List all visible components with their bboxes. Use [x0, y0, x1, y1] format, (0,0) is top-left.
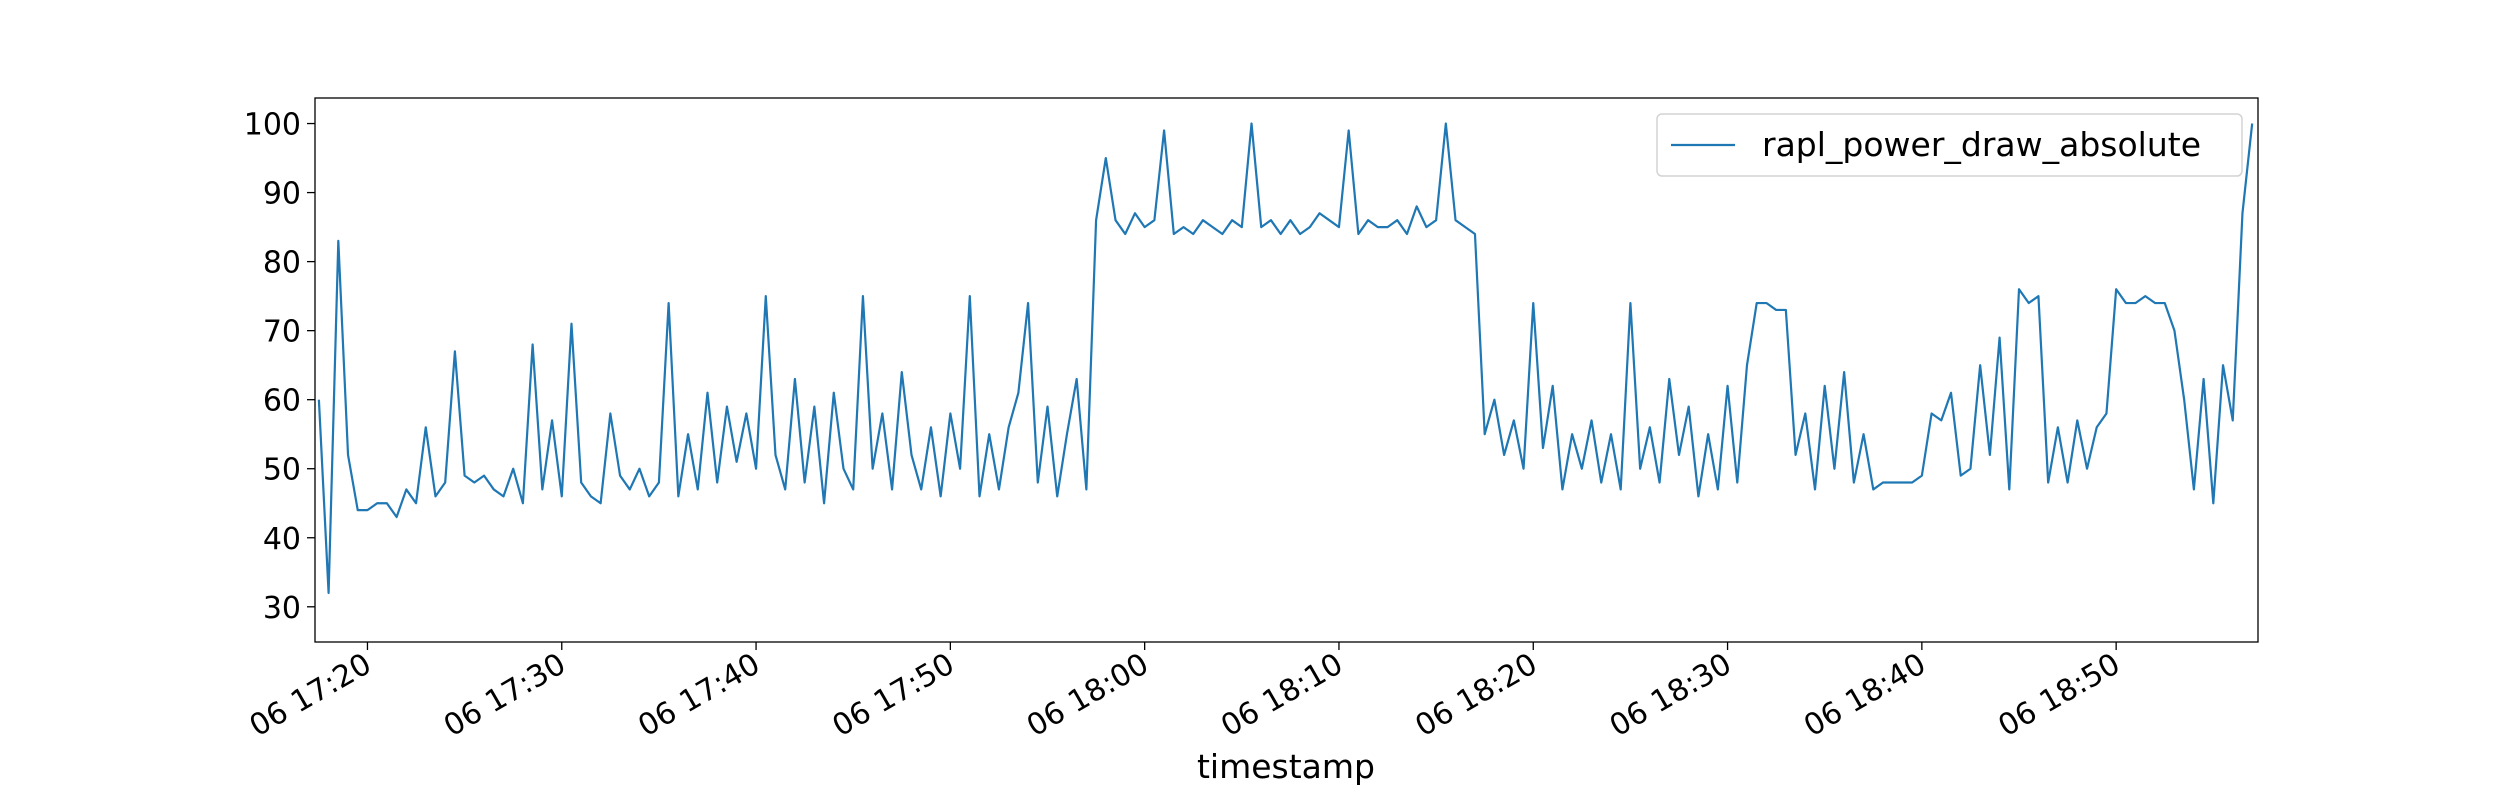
- x-tick-label: 06 17:30: [438, 647, 572, 744]
- x-tick-label: 06 17:50: [827, 647, 961, 744]
- plot-frame: [314, 97, 2259, 643]
- y-tick-label: 50: [263, 453, 301, 488]
- y-tick-label: 40: [263, 522, 301, 557]
- y-tick-label: 60: [263, 384, 301, 419]
- x-tick-label: 06 18:50: [1992, 647, 2126, 744]
- x-tick-label: 06 18:40: [1798, 647, 1932, 744]
- y-tick-label: 80: [263, 246, 301, 281]
- x-tick-label: 06 18:20: [1410, 647, 1544, 744]
- legend-box: [1656, 113, 2243, 177]
- y-tick-label: 70: [263, 315, 301, 350]
- x-tick-label: 06 18:10: [1215, 647, 1349, 744]
- x-tick-label: 06 17:20: [244, 647, 378, 744]
- x-axis-label: timestamp: [1197, 747, 1375, 786]
- line: [317, 122, 2254, 595]
- y-tick-label: 30: [263, 591, 301, 626]
- legend-label: rapl_power_draw_absolute: [1762, 125, 2201, 164]
- x-tick-label: 06 17:40: [632, 647, 766, 744]
- y-tick-label: 100: [244, 108, 301, 143]
- y-tick-label: 90: [263, 177, 301, 212]
- x-tick-label: 06 18:00: [1021, 647, 1155, 744]
- x-tick-label: 06 18:30: [1604, 647, 1738, 744]
